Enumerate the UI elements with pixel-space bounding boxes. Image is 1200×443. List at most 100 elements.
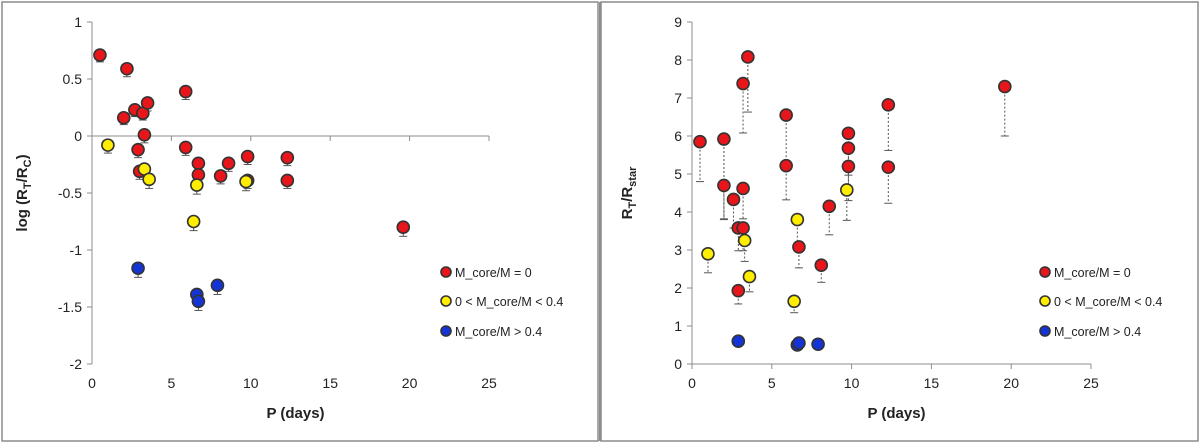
- legend-label-2: M_core/M > 0.4: [455, 325, 542, 339]
- y-tick-label: 1: [74, 14, 82, 30]
- y-tick-label: 1: [674, 318, 682, 334]
- data-point-2: [731, 334, 746, 349]
- data-point-0: [120, 61, 134, 76]
- x-axis-title: P (days): [266, 405, 324, 422]
- data-point-0: [814, 258, 829, 273]
- data-point-1: [101, 138, 115, 152]
- x-tick-label: 0: [688, 375, 696, 391]
- x-tick-label: 10: [243, 375, 259, 391]
- x-tick-label: 10: [844, 375, 860, 391]
- y-tick-label: 0: [674, 356, 682, 372]
- data-point-2: [792, 336, 806, 350]
- y-tick-label: 7: [674, 90, 682, 106]
- data-point-2: [131, 261, 145, 276]
- data-point-0: [841, 141, 856, 155]
- data-point-0: [998, 79, 1012, 94]
- panel-frame: [1, 1, 599, 442]
- y-axis-title-part: C: [22, 159, 34, 167]
- data-point-1: [737, 233, 752, 248]
- y-axis-title-part: T: [22, 182, 34, 189]
- y-axis-title: log (RT/RC): [14, 154, 34, 231]
- y-tick-label: 0.5: [63, 71, 83, 87]
- data-point-2: [191, 294, 206, 309]
- x-axis-title: P (days): [867, 405, 925, 422]
- x-tick-label: 20: [402, 375, 418, 391]
- x-tick-label: 15: [322, 375, 338, 391]
- data-point-1: [186, 214, 201, 229]
- data-point-0: [280, 150, 295, 165]
- data-point-0: [693, 134, 707, 149]
- x-tick-label: 15: [924, 375, 940, 391]
- data-point-1: [840, 183, 854, 197]
- data-point-0: [717, 178, 731, 193]
- data-point-1: [742, 269, 757, 284]
- data-point-0: [116, 110, 131, 125]
- data-point-0: [140, 96, 155, 110]
- data-point-0: [841, 159, 856, 174]
- x-tick-label: 5: [768, 375, 776, 391]
- data-point-0: [736, 221, 750, 235]
- y-tick-label: 5: [674, 166, 682, 182]
- data-point-1: [190, 178, 204, 192]
- y-tick-label: 9: [674, 14, 682, 30]
- legend-marker-1: [440, 295, 452, 307]
- x-tick-label: 25: [1083, 375, 1099, 391]
- data-point-2: [811, 337, 825, 352]
- y-tick-label: 4: [674, 204, 682, 220]
- legend-label-0: M_core/M = 0: [1054, 266, 1131, 280]
- y-tick-label: -2: [70, 356, 83, 372]
- data-point-0: [726, 192, 741, 207]
- y-axis-title-part: T: [627, 202, 639, 209]
- y-axis-title: RT/Rstar: [619, 166, 639, 219]
- data-point-1: [790, 212, 805, 227]
- data-point-0: [736, 76, 750, 91]
- data-point-0: [792, 240, 806, 254]
- data-point-0: [396, 220, 411, 234]
- data-point-0: [93, 48, 107, 62]
- data-point-1: [787, 294, 801, 309]
- data-point-0: [280, 173, 295, 188]
- legend-label-0: M_core/M = 0: [455, 266, 532, 280]
- y-tick-label: -1: [70, 242, 83, 258]
- data-point-0: [137, 128, 152, 142]
- panel-frame: [600, 1, 1199, 442]
- legend-marker-1: [1039, 295, 1051, 307]
- y-tick-label: 2: [674, 280, 682, 296]
- data-point-0: [131, 142, 145, 157]
- legend-marker-2: [440, 325, 452, 337]
- data-point-0: [178, 140, 193, 155]
- data-point-0: [221, 156, 236, 171]
- data-point-1: [142, 172, 156, 187]
- x-tick-label: 25: [481, 375, 497, 391]
- data-point-0: [741, 50, 755, 64]
- legend-marker-2: [1039, 325, 1051, 337]
- data-point-0: [736, 181, 750, 196]
- data-point-0: [841, 126, 856, 141]
- y-axis-title-part: ): [14, 154, 31, 159]
- data-point-0: [822, 199, 837, 214]
- data-point-0: [717, 132, 731, 146]
- y-tick-label: 6: [674, 128, 682, 144]
- data-point-0: [213, 169, 228, 183]
- x-tick-label: 20: [1003, 375, 1019, 391]
- legend-label-1: 0 < M_core/M < 0.4: [1054, 295, 1162, 309]
- y-tick-label: 3: [674, 242, 682, 258]
- data-point-0: [240, 149, 255, 164]
- y-axis-title-part: star: [627, 166, 639, 187]
- data-point-0: [731, 283, 746, 298]
- legend-marker-0: [1039, 266, 1051, 278]
- data-point-1: [701, 247, 715, 261]
- y-tick-label: 0: [74, 128, 82, 144]
- data-point-0: [779, 158, 793, 173]
- legend-label-1: 0 < M_core/M < 0.4: [455, 295, 563, 309]
- data-point-0: [191, 156, 206, 171]
- data-point-0: [881, 98, 896, 112]
- legend-label-2: M_core/M > 0.4: [1054, 325, 1141, 339]
- y-axis-title-part: /R: [619, 187, 636, 202]
- y-tick-label: -1.5: [58, 299, 82, 315]
- y-axis-title-part: R: [619, 208, 636, 219]
- data-point-2: [210, 278, 225, 293]
- legend-marker-0: [440, 266, 452, 278]
